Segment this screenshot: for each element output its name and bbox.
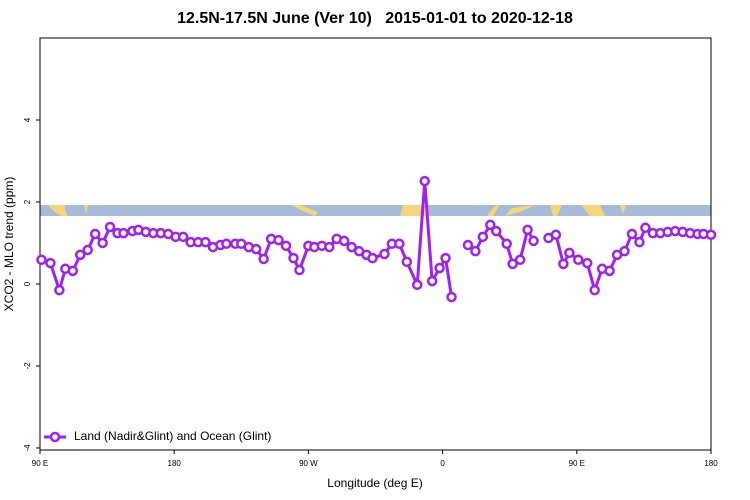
data-point [446, 291, 457, 303]
x-tick-label: 0 [440, 459, 445, 468]
data-point [338, 235, 350, 247]
data-point [589, 284, 600, 296]
data-point [419, 175, 430, 187]
data-point [82, 244, 93, 256]
map-strip [40, 205, 711, 216]
data-point [485, 219, 496, 231]
data-point [514, 254, 526, 266]
data-point [89, 228, 101, 240]
data-point [440, 252, 451, 264]
data-point [558, 258, 569, 270]
data-point [394, 238, 405, 250]
data-point [550, 229, 562, 241]
data-point [280, 240, 292, 252]
y-tick-label: -2 [23, 362, 32, 370]
data-point [522, 224, 533, 236]
data-point [401, 256, 413, 268]
data-point [75, 249, 86, 261]
data-point [258, 253, 269, 265]
data-point [491, 225, 502, 237]
data-point [379, 248, 390, 260]
plot-frame [39, 37, 712, 451]
data-point [705, 229, 717, 241]
data-point [434, 262, 445, 274]
data-point [528, 235, 539, 247]
data-point [564, 247, 575, 259]
data-point [346, 241, 357, 253]
data-point [501, 238, 512, 250]
y-tick-label: 0 [23, 281, 32, 286]
x-tick-label: 180 [168, 459, 182, 468]
data-point [367, 252, 378, 264]
data-point [412, 279, 423, 291]
y-tick-label: -4 [23, 444, 32, 452]
y-tick-label: 4 [23, 117, 32, 122]
legend: Land (Nadir&Glint) and Ocean (Glint) [44, 429, 271, 443]
data-point [54, 284, 65, 296]
data-point [604, 265, 615, 277]
data-point [118, 227, 129, 239]
data-point [36, 254, 47, 266]
data-point [200, 236, 211, 248]
legend-label: Land (Nadir&Glint) and Ocean (Glint) [74, 429, 271, 443]
data-point [104, 221, 116, 233]
legend-marker [49, 431, 61, 443]
data-point [462, 239, 474, 251]
x-tick-label: 90 E [569, 459, 585, 468]
y-tick-label: 2 [23, 199, 32, 204]
y-axis-label: XCO2 - MLO trend (ppm) [2, 177, 16, 312]
data-point [250, 243, 262, 255]
chart-title: 12.5N-17.5N June (Ver 10) 2015-01-01 to … [177, 10, 573, 27]
data-point [640, 222, 651, 234]
data-point [67, 265, 79, 277]
data-point [273, 234, 284, 246]
data-point [581, 257, 593, 269]
data-point [626, 228, 638, 240]
x-tick-label: 90 E [32, 459, 48, 468]
data-point [619, 245, 630, 257]
data-point [294, 264, 305, 276]
x-axis-label: Longitude (deg E) [327, 476, 422, 490]
data-point [177, 231, 189, 243]
data-point [634, 236, 645, 248]
x-tick-label: 90 W [299, 459, 318, 468]
data-point [573, 254, 584, 266]
data-point [507, 258, 518, 270]
data-point [470, 245, 481, 257]
x-tick-label: 180 [704, 459, 718, 468]
data-point [288, 252, 299, 264]
data-point [324, 241, 335, 253]
data-point [426, 275, 438, 287]
data-point [477, 231, 489, 243]
data-point [97, 237, 108, 249]
series-line [40, 179, 712, 298]
data-point [45, 257, 56, 269]
data-point [221, 238, 232, 250]
